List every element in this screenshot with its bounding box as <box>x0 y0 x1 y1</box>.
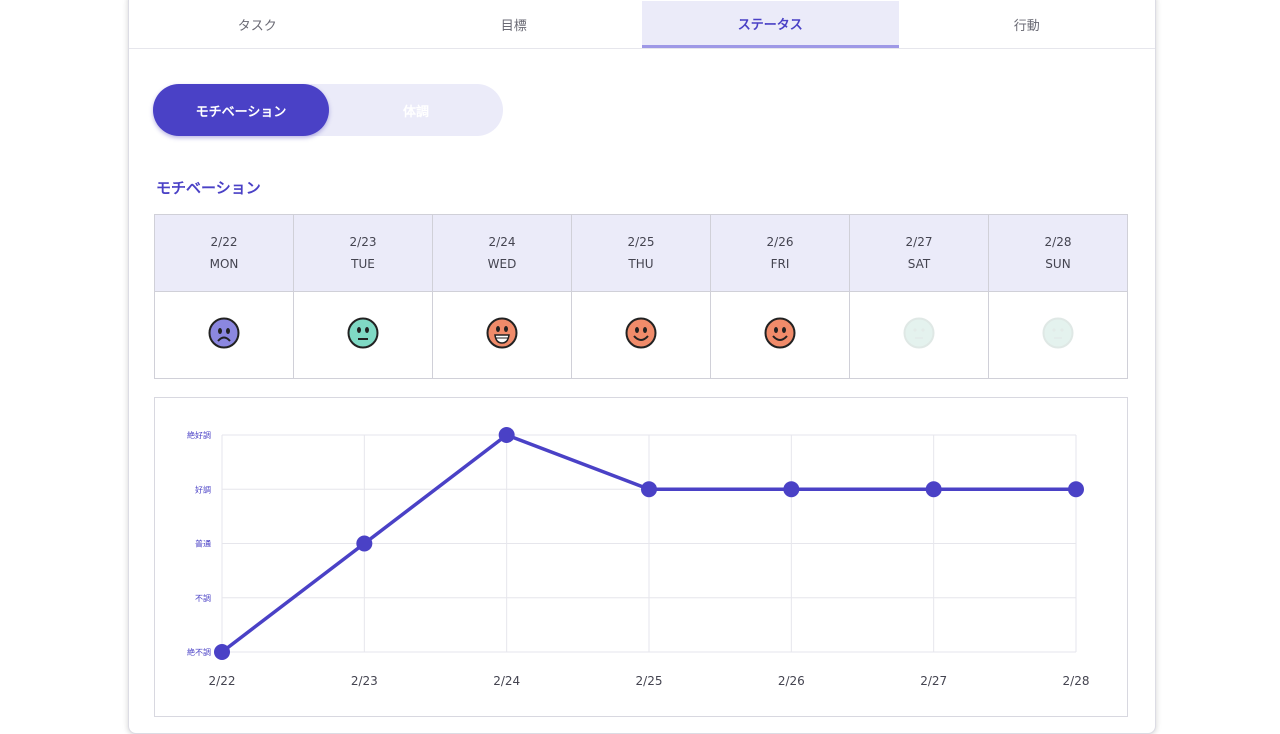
day-header-3: 2/25 THU <box>571 214 711 292</box>
day-date: 2/26 <box>766 235 794 249</box>
day-header-1: 2/23 TUE <box>293 214 433 292</box>
data-point <box>783 481 800 498</box>
day-date: 2/27 <box>905 235 933 249</box>
day-header-0: 2/22 MON <box>154 214 294 292</box>
motivation-line-chart: 絶不調 不調 普通 好調 絶好調 2/22 2/23 2/24 2/25 2/26 2/27 2/28 <box>154 397 1128 717</box>
data-point <box>214 644 230 660</box>
grin-face-icon <box>486 317 518 353</box>
x-tick-label: 2/28 <box>1063 674 1090 688</box>
x-tick-label: 2/26 <box>778 674 805 688</box>
data-point <box>1068 481 1084 498</box>
day-header-5: 2/27 SAT <box>849 214 989 292</box>
tab-goals[interactable]: 目標 <box>500 19 527 34</box>
mood-cell[interactable] <box>432 291 572 379</box>
day-header-4: 2/26 FRI <box>710 214 850 292</box>
x-tick-label: 2/22 <box>209 674 236 688</box>
chart-svg: 絶不調 不調 普通 好調 絶好調 2/22 2/23 2/24 2/25 2/26 2/27 2/28 <box>187 427 1090 688</box>
x-tick-label: 2/23 <box>351 674 378 688</box>
day-name: MON <box>209 257 239 271</box>
day-date: 2/23 <box>349 235 377 249</box>
day-name: THU <box>628 257 654 271</box>
day-date: 2/25 <box>627 235 655 249</box>
mood-row <box>154 291 1128 379</box>
section-title: モチベーション <box>156 179 261 197</box>
day-header-2: 2/24 WED <box>432 214 572 292</box>
day-name: SAT <box>907 257 931 271</box>
data-point <box>356 535 373 552</box>
y-tick-label: 絶好調 <box>187 430 211 440</box>
mood-cell[interactable] <box>293 291 433 379</box>
tab-actions[interactable]: 行動 <box>1013 19 1040 34</box>
day-header-6: 2/28 SUN <box>988 214 1128 292</box>
neutral-face-icon <box>347 317 379 353</box>
day-name: SUN <box>1045 257 1071 271</box>
y-tick-label: 不調 <box>195 593 211 603</box>
mood-cell[interactable] <box>571 291 711 379</box>
motivation-condition-toggle: モチベーション 体調 <box>153 84 503 136</box>
smile-face-icon <box>764 317 796 353</box>
x-tick-label: 2/25 <box>636 674 663 688</box>
day-name: WED <box>487 257 517 271</box>
status-panel: タスク 目標 ステータス 行動 モチベーション 体調 モチベーション 2/22 M… <box>128 0 1156 734</box>
weekly-mood-table: 2/22 MON 2/23 TUE 2/24 WED 2/25 THU 2/26 FRI … <box>154 214 1128 379</box>
mood-cell[interactable] <box>710 291 850 379</box>
condition-toggle-button[interactable]: 体調 <box>402 104 429 120</box>
day-date: 2/28 <box>1044 235 1072 249</box>
data-point <box>498 427 515 443</box>
x-tick-label: 2/27 <box>920 674 947 688</box>
mood-cell[interactable] <box>849 291 989 379</box>
tab-tasks[interactable]: タスク <box>237 19 277 34</box>
day-date: 2/24 <box>488 235 516 249</box>
data-point <box>925 481 942 498</box>
tab-status[interactable]: ステータス <box>642 1 899 48</box>
day-name: TUE <box>351 257 375 271</box>
mood-cell[interactable] <box>154 291 294 379</box>
week-header-row: 2/22 MON 2/23 TUE 2/24 WED 2/25 THU 2/26 FRI … <box>154 214 1128 292</box>
x-tick-label: 2/24 <box>493 674 520 688</box>
y-tick-label: 好調 <box>195 484 211 494</box>
data-point <box>641 481 657 498</box>
mood-cell[interactable] <box>988 291 1128 379</box>
empty-face-icon <box>903 317 935 353</box>
y-tick-label: 絶不調 <box>187 647 211 657</box>
tab-bar: タスク 目標 ステータス 行動 <box>129 1 1155 49</box>
day-date: 2/22 <box>210 235 238 249</box>
day-name: FRI <box>770 257 790 271</box>
y-tick-label: 普通 <box>195 539 211 549</box>
motivation-toggle-button[interactable]: モチベーション <box>153 84 329 136</box>
sad-face-icon <box>208 317 240 353</box>
empty-face-icon <box>1042 317 1074 353</box>
smile-face-icon <box>625 317 657 353</box>
